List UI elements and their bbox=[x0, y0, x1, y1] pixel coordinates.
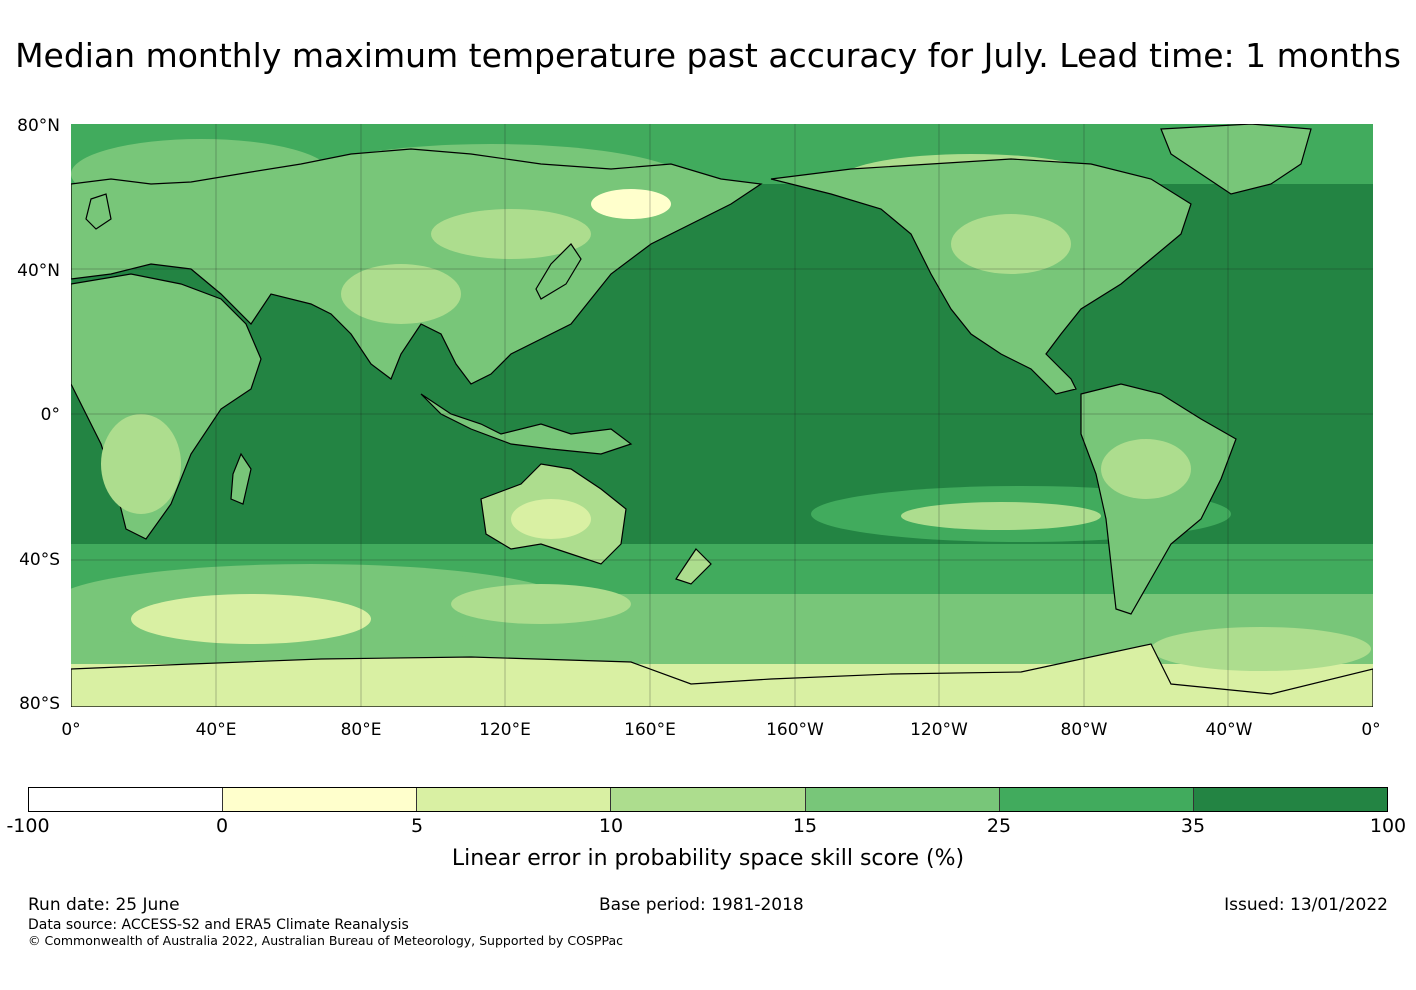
lon-label-0: 0° bbox=[61, 720, 81, 740]
colorbar-segment bbox=[417, 788, 612, 811]
new-zealand bbox=[675, 548, 712, 585]
japan bbox=[535, 243, 582, 300]
copyright: © Commonwealth of Australia 2022, Austra… bbox=[28, 933, 623, 948]
maritime-continent bbox=[420, 393, 633, 455]
colorbar-segment bbox=[223, 788, 418, 811]
madagascar bbox=[230, 452, 252, 505]
colorbar-segment bbox=[805, 788, 1000, 811]
colorbar-tick: 5 bbox=[410, 815, 424, 837]
lat-label-40s: 40°S bbox=[19, 550, 60, 570]
lon-label-160w: 160°W bbox=[766, 720, 824, 740]
colorbar-tick: 35 bbox=[1180, 815, 1206, 837]
colorbar-tick: 0 bbox=[215, 815, 229, 837]
antarctica bbox=[71, 643, 1373, 707]
lon-label-80w: 80°W bbox=[1060, 720, 1108, 740]
colorbar bbox=[28, 787, 1388, 812]
skill-score-map bbox=[71, 124, 1373, 707]
colorbar-segment bbox=[611, 788, 806, 811]
colorbar-tick: 15 bbox=[792, 815, 818, 837]
lat-label-40n: 40°N bbox=[17, 261, 60, 281]
colorbar-segment bbox=[1193, 788, 1387, 811]
colorbar-tick: -100 bbox=[6, 815, 50, 837]
greenland bbox=[1160, 124, 1312, 195]
colorbar-segment bbox=[29, 788, 224, 811]
south-america bbox=[1080, 383, 1237, 615]
graticule bbox=[71, 124, 1373, 707]
lat-label-80s: 80°S bbox=[19, 694, 60, 714]
lon-label-120w: 120°W bbox=[910, 720, 968, 740]
data-source: Data source: ACCESS-S2 and ERA5 Climate … bbox=[28, 917, 409, 933]
colorbar-segment bbox=[999, 788, 1194, 811]
run-date: Run date: 25 June bbox=[28, 895, 180, 915]
lon-label-40w: 40°W bbox=[1205, 720, 1253, 740]
colorbar-tick: 100 bbox=[1369, 815, 1407, 837]
colorbar-label: Linear error in probability space skill … bbox=[451, 846, 965, 871]
map-title: Median monthly maximum temperature past … bbox=[15, 36, 1401, 75]
colorbar-tick: 10 bbox=[598, 815, 624, 837]
lon-label-80e: 80°E bbox=[340, 720, 382, 740]
lon-label-0-right: 0° bbox=[1361, 720, 1381, 740]
lon-label-120e: 120°E bbox=[479, 720, 531, 740]
colorbar-tick: 25 bbox=[986, 815, 1012, 837]
base-period: Base period: 1981-2018 bbox=[599, 895, 804, 915]
lon-label-160e: 160°E bbox=[624, 720, 676, 740]
land-masses bbox=[71, 124, 1373, 707]
uk-ireland bbox=[85, 193, 112, 230]
lon-label-40e: 40°E bbox=[195, 720, 237, 740]
issued-date: Issued: 13/01/2022 bbox=[1224, 895, 1388, 915]
lat-label-80n: 80°N bbox=[17, 116, 60, 136]
lat-label-eq: 0° bbox=[40, 405, 60, 425]
north-america bbox=[770, 158, 1192, 395]
